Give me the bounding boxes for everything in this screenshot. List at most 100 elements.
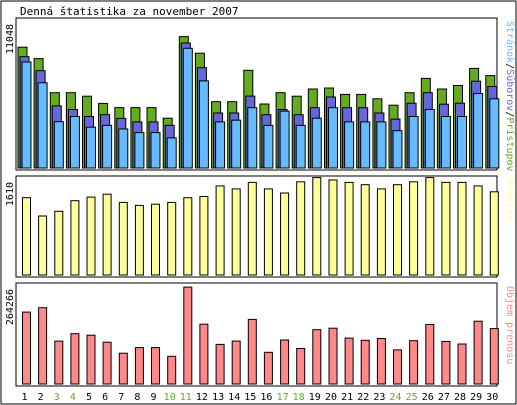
x-tick-day-27: 27: [438, 392, 450, 403]
bar-visits-návštev-day-14: [231, 188, 241, 276]
bar-visits-návštev-day-20: [328, 179, 338, 276]
x-tick-day-26: 26: [422, 392, 434, 403]
x-tick-day-8: 8: [134, 392, 140, 403]
x-tick-day-9: 9: [150, 392, 156, 403]
panel-visits: 1610 Návštev: [5, 175, 516, 278]
x-tick-day-30: 30: [486, 392, 498, 403]
bar-hits-stránok-day-11: [182, 47, 193, 169]
bar-hits-stránok-day-6: [102, 124, 113, 169]
bar-bytes-objem prenosu-day-4: [70, 333, 80, 385]
x-tick-day-7: 7: [118, 392, 124, 403]
bar-bytes-objem prenosu-day-20: [328, 327, 338, 385]
bar-visits-návštev-day-30: [489, 191, 499, 276]
bar-bytes-objem prenosu-day-8: [134, 347, 144, 385]
bar-visits-návštev-day-5: [86, 196, 96, 276]
bar-bytes-objem prenosu-day-19: [312, 329, 322, 385]
x-tick-day-15: 15: [244, 392, 256, 403]
bar-hits-stránok-day-25: [408, 116, 419, 169]
bar-visits-návštev-day-26: [425, 177, 435, 276]
bar-visits-návštev-day-4: [70, 200, 80, 276]
x-tick-day-16: 16: [260, 392, 272, 403]
bar-visits-návštev-day-7: [118, 201, 128, 276]
x-tick-day-12: 12: [196, 392, 208, 403]
bar-hits-stránok-day-18: [295, 124, 306, 169]
x-tick-day-2: 2: [38, 392, 44, 403]
bar-hits-stránok-day-5: [86, 126, 96, 169]
bar-visits-návštev-day-13: [215, 185, 225, 276]
x-tick-day-14: 14: [228, 392, 240, 403]
bar-hits-stránok-day-29: [473, 93, 484, 169]
bar-visits-návštev-day-8: [134, 204, 144, 276]
bar-visits-návštev-day-28: [457, 181, 467, 276]
panel-max-label: 1610: [5, 182, 16, 206]
bar-bytes-objem prenosu-day-30: [489, 328, 499, 385]
legend-prístupov: Prístupov: [504, 117, 516, 171]
bar-bytes-objem prenosu-day-9: [151, 347, 160, 385]
bar-bytes-objem prenosu-day-11: [183, 286, 193, 385]
bar-visits-návštev-day-1: [22, 197, 31, 276]
x-tick-day-21: 21: [341, 392, 353, 403]
bar-hits-stránok-day-14: [231, 119, 242, 169]
bar-bytes-objem prenosu-day-2: [38, 307, 48, 385]
bar-bytes-objem prenosu-day-3: [54, 340, 64, 385]
x-tick-day-10: 10: [164, 392, 176, 403]
bar-bytes-objem prenosu-day-12: [199, 323, 209, 385]
x-tick-day-11: 11: [180, 392, 192, 403]
chart-title: Denná štatistika za november 2007: [20, 5, 239, 18]
bar-hits-stránok-day-27: [440, 116, 451, 169]
bar-visits-návštev-day-15: [247, 181, 257, 276]
bar-hits-stránok-day-19: [311, 117, 322, 169]
x-tick-day-6: 6: [102, 392, 108, 403]
bar-bytes-objem prenosu-day-17: [280, 339, 290, 385]
legend-text: Stránok/Súborov/Prístupov: [504, 21, 516, 172]
legend-stránok: Stránok: [504, 21, 516, 63]
bar-visits-návštev-day-9: [151, 203, 160, 276]
bar-visits-návštev-day-23: [376, 188, 386, 276]
bar-hits-stránok-day-1: [21, 61, 32, 169]
bar-visits-návštev-day-19: [312, 177, 322, 276]
bar-visits-návštev-day-21: [344, 181, 354, 276]
legend-objem prenosu: Objem prenosu: [504, 286, 515, 364]
bar-bytes-objem prenosu-day-18: [296, 348, 306, 385]
bar-hits-stránok-day-23: [376, 121, 387, 169]
x-tick-day-25: 25: [406, 392, 418, 403]
bar-bytes-objem prenosu-day-14: [231, 340, 241, 385]
bar-bytes-objem prenosu-day-29: [473, 320, 483, 385]
bar-bytes-objem prenosu-day-28: [457, 343, 467, 385]
x-tick-day-18: 18: [293, 392, 305, 403]
bar-hits-stránok-day-16: [263, 124, 274, 169]
bar-bytes-objem prenosu-day-22: [360, 339, 370, 385]
x-tick-day-28: 28: [454, 392, 466, 403]
bar-visits-návštev-day-2: [38, 215, 48, 276]
bar-visits-návštev-day-17: [280, 192, 290, 276]
bar-bytes-objem prenosu-day-1: [22, 311, 31, 385]
panel-max-label: 11048: [5, 24, 16, 54]
x-tick-day-22: 22: [357, 392, 369, 403]
bar-hits-stránok-day-24: [392, 130, 403, 169]
bar-hits-stránok-day-28: [457, 116, 467, 169]
bar-bytes-objem prenosu-day-25: [409, 340, 419, 385]
bar-visits-návštev-day-12: [199, 196, 209, 276]
bar-bytes-objem prenosu-day-21: [344, 337, 354, 385]
bar-visits-návštev-day-24: [393, 184, 402, 276]
legend-separator: /: [504, 111, 515, 117]
bar-visits-návštev-day-18: [296, 181, 306, 276]
x-tick-day-24: 24: [389, 392, 401, 403]
bar-hits-stránok-day-12: [198, 80, 209, 169]
bar-hits-stránok-day-8: [134, 132, 145, 169]
bar-bytes-objem prenosu-day-6: [102, 341, 112, 385]
bar-bytes-objem prenosu-day-15: [247, 318, 257, 385]
bar-visits-návštev-day-27: [441, 181, 451, 276]
legend-návštev: Návštev: [504, 179, 516, 221]
bar-bytes-objem prenosu-day-27: [441, 340, 451, 385]
bar-bytes-objem prenosu-day-26: [425, 324, 435, 385]
bar-hits-stránok-day-2: [37, 82, 48, 169]
x-tick-day-20: 20: [325, 392, 337, 403]
legend-súborov: Súborov: [504, 69, 516, 111]
legend-visits: Návštev: [504, 179, 516, 221]
bar-bytes-objem prenosu-day-24: [393, 349, 402, 385]
legend-text: Objem prenosu: [504, 286, 515, 364]
bar-visits-návštev-day-10: [167, 201, 177, 276]
legend-hits: Stránok/Súborov/Prístupov: [504, 21, 516, 172]
bar-bytes-objem prenosu-day-16: [263, 351, 273, 385]
